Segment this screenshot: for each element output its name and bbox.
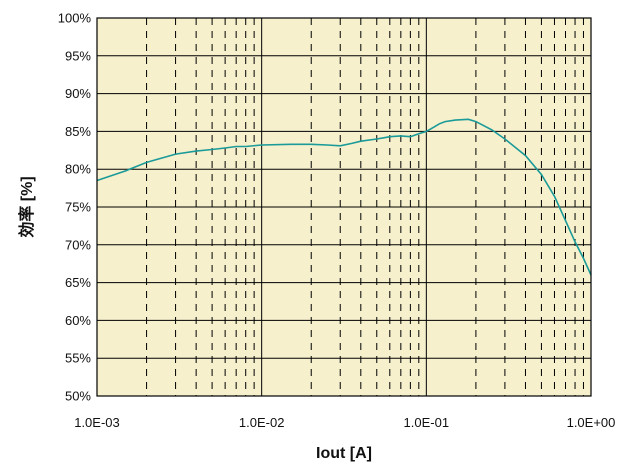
- y-tick-label: 90%: [65, 86, 91, 101]
- y-tick-label: 100%: [58, 11, 92, 26]
- x-axis-title: Iout [A]: [316, 445, 372, 462]
- y-tick-label: 60%: [65, 313, 91, 328]
- y-tick-label: 55%: [65, 351, 91, 366]
- x-tick-label: 1.0E-03: [74, 415, 120, 430]
- y-tick-label: 65%: [65, 275, 91, 290]
- y-tick-label: 80%: [65, 162, 91, 177]
- y-tick-label: 50%: [65, 389, 91, 404]
- x-axis-tick-labels: 1.0E-03 1.0E-02 1.0E-01 1.0E+00: [74, 415, 615, 430]
- x-tick-label: 1.0E-02: [239, 415, 285, 430]
- y-axis-tick-labels: 50% 55% 60% 65% 70% 75% 80% 85% 90% 95% 100%: [58, 11, 92, 404]
- y-tick-label: 70%: [65, 237, 91, 252]
- plot-border: [96, 17, 592, 397]
- x-tick-label: 1.0E-01: [404, 415, 450, 430]
- efficiency-series-line: [96, 118, 592, 276]
- y-axis-title: 効率 [%]: [17, 176, 36, 237]
- y-tick-label: 95%: [65, 48, 91, 63]
- y-tick-label: 85%: [65, 124, 91, 139]
- minor-gridlines: [146, 18, 584, 396]
- x-tick-label: 1.0E+00: [567, 415, 616, 430]
- y-tick-label: 75%: [65, 200, 91, 215]
